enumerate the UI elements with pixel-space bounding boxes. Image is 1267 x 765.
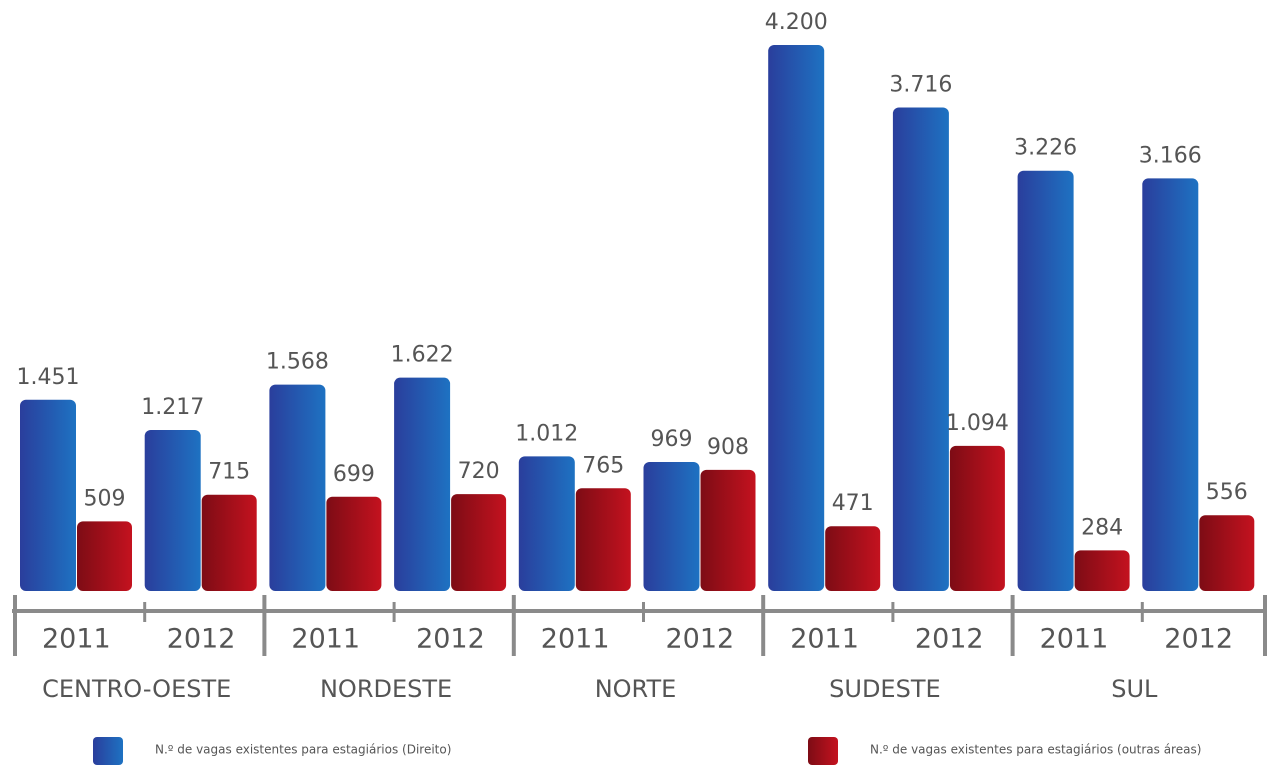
data-label: 1.568: [266, 350, 329, 375]
x-tick-label: 2011: [790, 624, 859, 655]
legend-label: N.º de vagas existentes para estagiários…: [870, 743, 1201, 757]
bar: [451, 494, 507, 591]
data-label: 3.226: [1014, 136, 1077, 161]
bar: [892, 107, 949, 591]
data-label: 1.094: [946, 411, 1009, 436]
bar: [768, 45, 825, 591]
data-label: 969: [651, 427, 693, 452]
data-label: 471: [832, 491, 874, 516]
data-label: 556: [1206, 480, 1248, 505]
data-label: 4.200: [765, 10, 828, 35]
data-label: 720: [458, 459, 500, 484]
x-tick-label: 2012: [167, 624, 236, 655]
x-tick-label: 2012: [416, 624, 485, 655]
data-label: 3.166: [1139, 143, 1202, 168]
data-label: 765: [582, 453, 624, 478]
x-tick-label: 2011: [1040, 624, 1109, 655]
bar: [518, 456, 575, 591]
data-label: 3.716: [889, 72, 952, 97]
data-label: 1.622: [391, 343, 454, 368]
bar: [1142, 178, 1199, 591]
bar: [77, 521, 132, 591]
legend-label: N.º de vagas existentes para estagiários…: [155, 743, 451, 757]
x-tick-label: 2011: [291, 624, 360, 655]
bar: [575, 488, 631, 591]
bar: [1199, 515, 1255, 591]
bar: [700, 469, 756, 591]
data-label: 699: [333, 462, 375, 487]
data-label: 509: [84, 486, 126, 511]
x-tick-label: 2012: [1164, 624, 1233, 655]
x-tick-label: 2012: [915, 624, 984, 655]
bar: [144, 429, 201, 591]
group-label: SUDESTE: [829, 675, 941, 703]
bar: [1074, 550, 1130, 591]
x-tick-label: 2012: [665, 624, 734, 655]
bar: [643, 461, 700, 591]
data-label: 1.012: [515, 421, 578, 446]
legend-swatch: [808, 737, 838, 765]
bar: [1017, 170, 1074, 591]
group-label: SUL: [1111, 675, 1158, 703]
group-label: CENTRO-OESTE: [42, 675, 231, 703]
bar: [20, 399, 76, 591]
data-label: 1.217: [141, 395, 204, 420]
x-tick-label: 2011: [541, 624, 610, 655]
data-label: 715: [208, 460, 250, 485]
group-label: NORTE: [595, 675, 677, 703]
bar: [949, 445, 1005, 591]
data-label: 284: [1081, 515, 1123, 540]
data-label: 1.451: [17, 365, 80, 390]
group-label: NORDESTE: [320, 675, 452, 703]
bar: [269, 384, 326, 591]
bar: [201, 494, 257, 591]
legend-swatch: [93, 737, 123, 765]
bar: [394, 377, 451, 591]
data-label: 908: [707, 435, 749, 460]
x-tick-label: 2011: [42, 624, 111, 655]
bar: [326, 496, 382, 591]
bar: [825, 526, 881, 591]
